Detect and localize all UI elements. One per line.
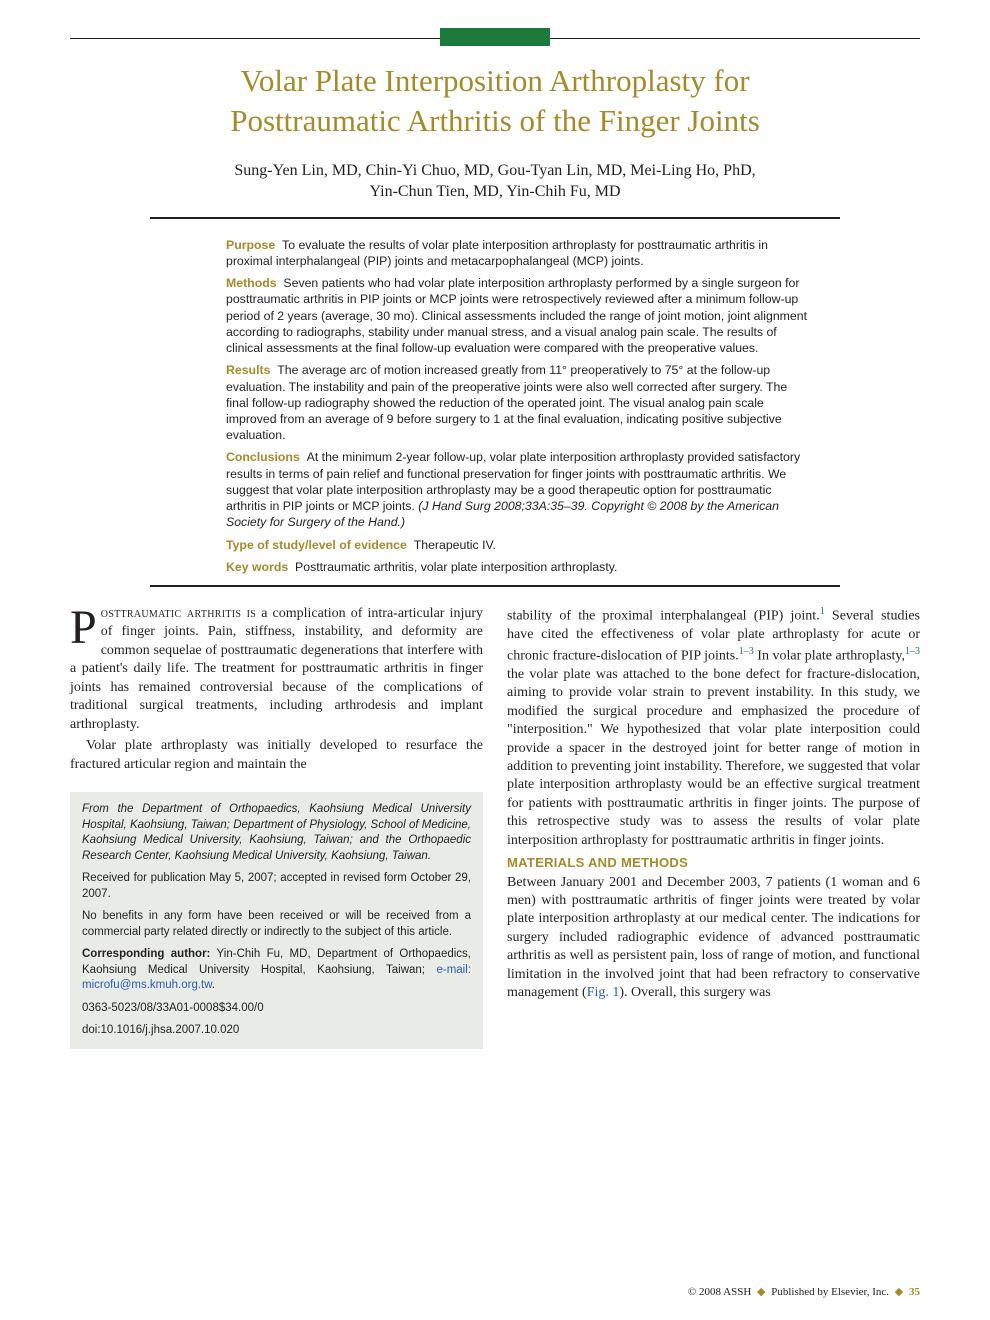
email-label: e-mail:: [436, 964, 471, 976]
materials-para-1: Between January 2001 and December 2003, …: [507, 874, 920, 1003]
abstract-purpose: Purpose To evaluate the results of volar…: [226, 237, 810, 269]
abstract-results: Results The average arc of motion increa…: [226, 362, 810, 443]
authors-line-1: Sung-Yen Lin, MD, Chin-Yi Chuo, MD, Gou-…: [234, 162, 755, 179]
abstract-methods: Methods Seven patients who had volar pla…: [226, 275, 810, 356]
intro-para-2: Volar plate arthroplasty was initially d…: [70, 737, 483, 774]
abstract-type: Type of study/level of evidence Therapeu…: [226, 537, 810, 553]
footer-copyright: © 2008 ASSH: [688, 1286, 751, 1298]
affiliation-text: From the Department of Orthopaedics, Kao…: [82, 802, 471, 864]
corr-label: Corresponding author:: [82, 948, 210, 960]
r1-d: the volar plate was attached to the bone…: [507, 667, 920, 848]
author-list: Sung-Yen Lin, MD, Chin-Yi Chuo, MD, Gou-…: [70, 160, 920, 203]
keywords-head: Key words: [226, 560, 288, 574]
dropcap: P: [70, 605, 101, 649]
m1-b: ). Overall, this surgery was: [619, 985, 770, 1000]
rule-below-abstract: [150, 585, 840, 587]
m1-a: Between January 2001 and December 2003, …: [507, 875, 920, 1001]
footer-dot-2: ◆: [892, 1286, 906, 1298]
methods-head: Methods: [226, 276, 277, 290]
corresponding-author: Corresponding author: Yin-Chih Fu, MD, D…: [82, 947, 471, 994]
right-column: stability of the proximal interphalangea…: [507, 605, 920, 1049]
abstract-block: Purpose To evaluate the results of volar…: [226, 237, 810, 575]
title-line-1: Volar Plate Interposition Arthroplasty f…: [240, 63, 749, 98]
benefits-text: No benefits in any form have been receiv…: [82, 909, 471, 940]
body-columns: Posttraumatic arthritis is a complicatio…: [70, 605, 920, 1049]
left-column: Posttraumatic arthritis is a complicatio…: [70, 605, 483, 1049]
intro-smallcaps: osttraumatic arthritis is: [101, 606, 256, 621]
methods-text: Seven patients who had volar plate inter…: [226, 276, 807, 355]
corr-email-link[interactable]: microfu@ms.kmuh.org.tw: [82, 979, 212, 991]
citation-ref-1-3a[interactable]: 1–3: [739, 646, 754, 657]
footer-page-number: 35: [909, 1286, 920, 1298]
results-head: Results: [226, 363, 270, 377]
conclusions-head: Conclusions: [226, 450, 300, 464]
header-rule: [70, 38, 920, 39]
type-text: Therapeutic IV.: [414, 538, 496, 552]
citation-ref-1-3b[interactable]: 1–3: [905, 646, 920, 657]
page-footer: © 2008 ASSH ◆ Published by Elsevier, Inc…: [688, 1285, 920, 1298]
header-tab: [440, 28, 550, 46]
title-line-2: Posttraumatic Arthritis of the Finger Jo…: [230, 103, 760, 138]
r1-c: In volar plate arthroplasty,: [754, 648, 905, 663]
right-para-1: stability of the proximal interphalangea…: [507, 605, 920, 850]
keywords-text: Posttraumatic arthritis, volar plate int…: [295, 560, 617, 574]
intro-rest: a complication of intra-articular injury…: [70, 606, 483, 732]
section-heading-materials: MATERIALS AND METHODS: [507, 854, 920, 871]
purpose-text: To evaluate the results of volar plate i…: [226, 238, 768, 268]
results-text: The average arc of motion increased grea…: [226, 363, 787, 442]
intro-para-1: Posttraumatic arthritis is a complicatio…: [70, 605, 483, 734]
article-info-box: From the Department of Orthopaedics, Kao…: [70, 792, 483, 1049]
doi-text: doi:10.1016/j.jhsa.2007.10.020: [82, 1023, 471, 1039]
article-title: Volar Plate Interposition Arthroplasty f…: [70, 61, 920, 142]
received-text: Received for publication May 5, 2007; ac…: [82, 871, 471, 902]
type-head: Type of study/level of evidence: [226, 538, 407, 552]
abstract-conclusions: Conclusions At the minimum 2-year follow…: [226, 449, 810, 530]
authors-line-2: Yin-Chun Tien, MD, Yin-Chih Fu, MD: [369, 183, 620, 200]
footer-publisher: Published by Elsevier, Inc.: [771, 1286, 889, 1298]
figure-ref-1[interactable]: Fig. 1: [587, 985, 620, 1000]
footer-dot-1: ◆: [754, 1286, 768, 1298]
purpose-head: Purpose: [226, 238, 275, 252]
rule-above-abstract: [150, 217, 840, 219]
issn-text: 0363-5023/08/33A01-0008$34.00/0: [82, 1001, 471, 1017]
abstract-keywords: Key words Posttraumatic arthritis, volar…: [226, 559, 810, 575]
r1-a: stability of the proximal interphalangea…: [507, 609, 820, 624]
